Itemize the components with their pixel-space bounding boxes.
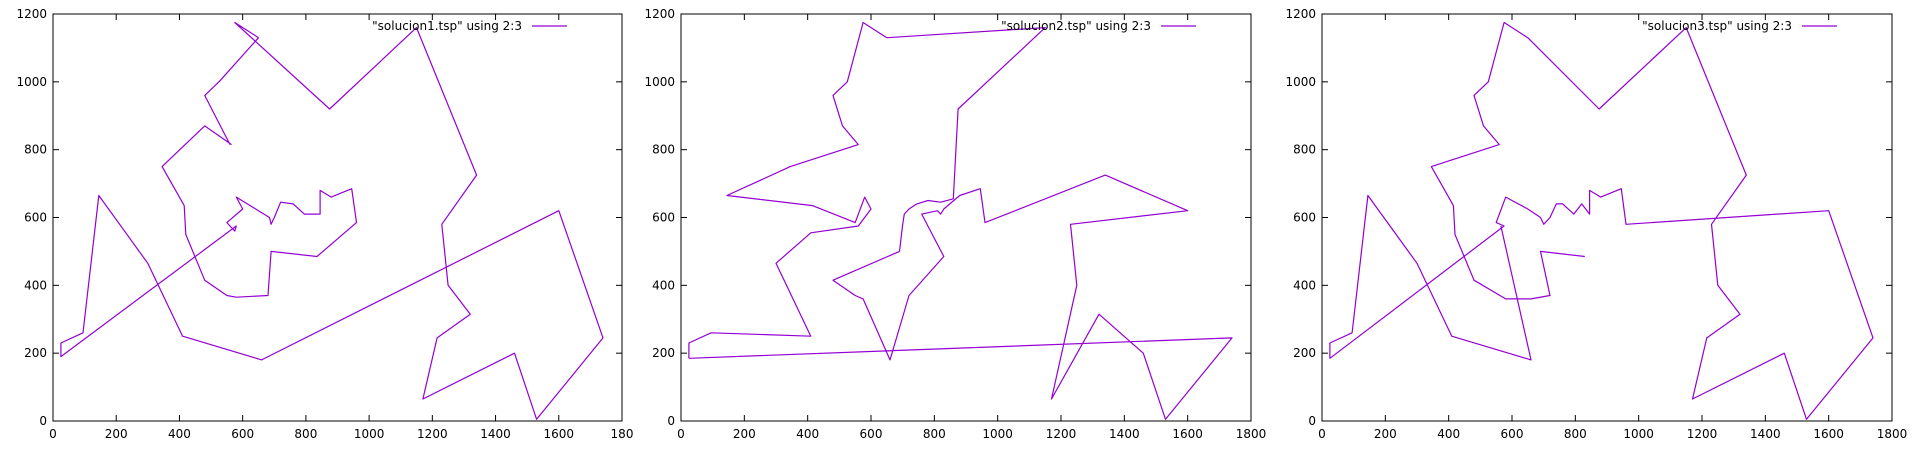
y-tick-label: 0 — [667, 414, 675, 428]
x-tick-label: 600 — [231, 427, 254, 441]
x-tick-label: 1000 — [982, 427, 1013, 441]
plot-frame — [680, 13, 1252, 422]
chart-panel-1: 0 200 400 600 800 1000 1200 1400 1600 18002004006… — [16, 7, 633, 441]
y-tick-label: 200 — [1293, 346, 1316, 360]
x-tick-label: 1800 — [1236, 427, 1267, 441]
y-tick-label: 1000 — [16, 75, 47, 89]
y-tick-label: 1000 — [1285, 75, 1316, 89]
y-tick-label: 200 — [24, 346, 47, 360]
x-tick-label: 1000 — [354, 427, 385, 441]
x-tick-label: 1000 — [1623, 427, 1654, 441]
x-tick-label: 1400 — [1750, 427, 1781, 441]
plot-frame — [52, 13, 623, 422]
x-tick-label: 1200 — [1687, 427, 1718, 441]
series-line — [60, 21, 604, 420]
y-tick-label: 400 — [652, 278, 675, 292]
x-tick-label: 200 — [1374, 427, 1397, 441]
x-tick-label: 0 — [49, 427, 57, 441]
x-tick-label: 1200 — [417, 427, 448, 441]
x-tick-label: 0 — [1318, 427, 1326, 441]
y-tick-label: 400 — [1293, 278, 1316, 292]
y-tick-label: 0 — [1308, 414, 1316, 428]
x-tick-label: 400 — [168, 427, 191, 441]
x-tick-label: 600 — [1501, 427, 1524, 441]
x-tick-label: 1800 — [1877, 427, 1908, 441]
y-tick-label: 1200 — [16, 7, 47, 21]
x-tick-label: 800 — [294, 427, 317, 441]
x-tick-label: 1600 — [1172, 427, 1203, 441]
y-tick-label: 1200 — [1285, 7, 1316, 21]
x-tick-label: 800 — [1564, 427, 1587, 441]
y-tick-label: 400 — [24, 278, 47, 292]
x-tick-label: 1600 — [1813, 427, 1844, 441]
y-tick-label: 600 — [1293, 211, 1316, 225]
x-tick-label: 200 — [733, 427, 756, 441]
y-tick-label: 0 — [39, 414, 47, 428]
chart-panel-2: 0 200 400 600 800 1000 1200 1400 1600 1800 0 200 400… — [644, 7, 1266, 441]
y-tick-label: 200 — [652, 346, 675, 360]
x-tick-label: 200 — [105, 427, 128, 441]
x-tick-label: 1200 — [1046, 427, 1077, 441]
y-tick-label: 600 — [24, 211, 47, 225]
y-tick-label: 800 — [652, 143, 675, 157]
x-tick-label: 1400 — [480, 427, 511, 441]
y-tick-label: 1200 — [644, 7, 675, 21]
x-tick-label: 800 — [923, 427, 946, 441]
x-tick-label: 400 — [1437, 427, 1460, 441]
x-tick-label: 1400 — [1109, 427, 1140, 441]
x-tick-label: 0 — [677, 427, 685, 441]
y-tick-label: 600 — [652, 211, 675, 225]
y-tick-label: 1000 — [644, 75, 675, 89]
series-line — [688, 21, 1233, 420]
x-tick-label: 1600 — [544, 427, 575, 441]
x-tick-label: 180 — [611, 427, 634, 441]
x-tick-label: 400 — [796, 427, 819, 441]
legend-label: "solucion2.tsp" using 2:3 — [1001, 19, 1151, 33]
legend-label: "solucion3.tsp" using 2:3 — [1642, 19, 1792, 33]
series-line — [1329, 21, 1874, 420]
y-tick-label: 800 — [24, 143, 47, 157]
x-tick-label: 600 — [860, 427, 883, 441]
legend-label: "solucion1.tsp" using 2:3 — [372, 19, 522, 33]
chart-panel-3: 0 200 400 600 800 1000 1200 1400 1600 1800 0 200 400… — [1285, 7, 1907, 441]
plot-frame — [1321, 13, 1893, 422]
y-tick-label: 800 — [1293, 143, 1316, 157]
